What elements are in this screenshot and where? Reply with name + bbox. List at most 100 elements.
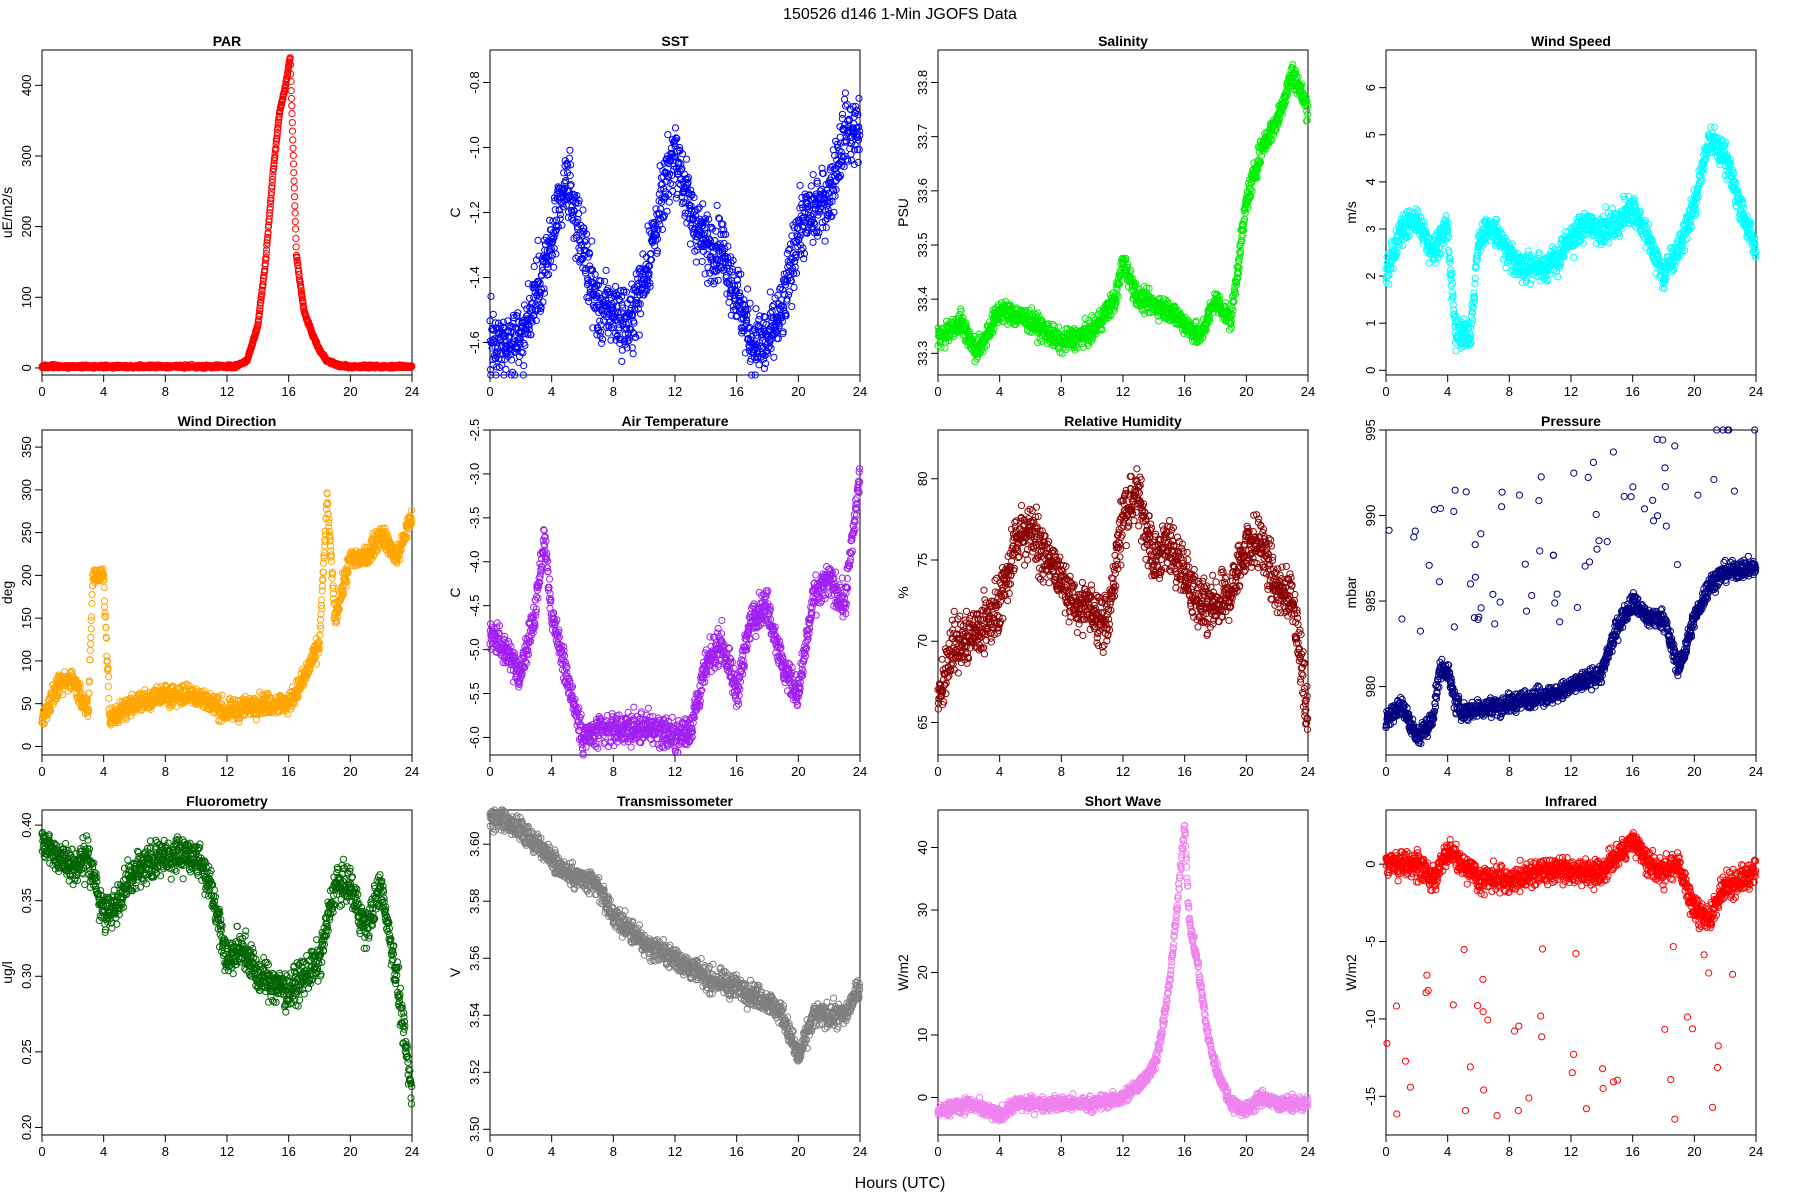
y-tick-label: 33.3 [915,341,930,366]
y-tick-label: -0.8 [467,71,482,93]
data-point [683,155,691,163]
x-tick-label: 0 [934,384,941,399]
data-point [714,276,722,284]
data-point [487,292,495,300]
figure-x-axis-label: Hours (UTC) [855,1175,946,1192]
data-point [287,70,295,78]
y-axis-label: uE/m2/s [0,187,15,238]
data-point [704,263,712,271]
data-point [290,177,298,185]
data-point [298,294,306,302]
data-point [530,262,538,271]
x-tick-label: 12 [1116,384,1130,399]
data-point [295,267,303,275]
data-point [263,246,271,254]
y-tick-label: 0 [1363,367,1378,374]
y-tick-label: 400 [19,74,34,96]
data-points-salinity [934,61,1312,366]
data-point [520,362,528,370]
data-point [263,241,271,249]
data-point [841,89,850,97]
data-point [269,172,277,180]
data-point [752,305,760,313]
panel-title: Wind Speed [1531,33,1611,49]
data-point [291,193,299,201]
x-tick-label: 4 [548,384,555,399]
data-point [306,321,314,329]
data-point [266,199,274,207]
y-axis-label: PSU [895,198,911,227]
x-tick-label: 4 [996,384,1003,399]
data-point [262,253,270,261]
x-tick-label: 24 [853,384,867,399]
data-point [271,153,279,161]
y-tick-label: -1.2 [467,201,482,223]
data-point [290,169,298,177]
data-point [267,191,275,199]
x-tick-label: 4 [100,384,107,399]
data-point [498,361,506,369]
data-point [288,127,297,135]
data-point [604,329,612,337]
y-tick-label: 33.6 [915,178,930,203]
y-tick-label: 300 [19,145,34,167]
data-point [269,164,278,173]
data-point [770,353,778,361]
data-point [632,333,640,341]
data-point [289,160,298,168]
x-tick-label: 20 [791,384,805,399]
y-axis-label: C [447,207,463,217]
data-point [671,124,680,132]
data-point [292,243,300,251]
data-point [291,209,299,217]
y-tick-label: -1.6 [467,331,482,353]
data-point [566,146,574,154]
data-point [288,119,296,127]
data-point [292,225,300,233]
x-tick-label: 4 [1444,384,1451,399]
y-tick-label: 6 [1363,84,1378,91]
data-point [692,258,700,266]
data-point [686,240,695,248]
y-tick-label: 33.5 [915,232,930,257]
data-point [274,121,282,129]
data-point [263,239,271,247]
x-tick-label: 20 [1687,384,1701,399]
data-point [822,224,830,232]
data-point [665,198,673,206]
x-tick-label: 24 [405,384,419,399]
x-tick-label: 20 [1239,384,1253,399]
data-point [788,303,796,311]
y-tick-label: 100 [19,286,34,308]
data-point [272,144,280,152]
data-point [602,266,610,274]
data-point [287,87,295,95]
y-tick-label: 2 [1363,272,1378,279]
data-points-par [38,54,416,372]
data-point [855,94,863,102]
data-point [264,228,272,236]
panel-title: PAR [213,33,242,49]
data-point [273,129,281,137]
panel-title: SST [661,33,689,49]
data-point [699,200,707,208]
data-point [287,77,295,86]
plot-frame [1385,49,1757,376]
data-point [489,310,497,318]
data-point [534,236,542,244]
data-point [809,171,817,179]
data-point [790,283,798,291]
data-point [258,290,266,298]
data-point [492,371,500,379]
y-tick-label: 0 [19,364,34,371]
data-point [821,237,829,245]
data-point [807,182,815,190]
data-point [501,332,509,341]
data-point [490,338,498,346]
data-point [487,371,495,379]
data-point [279,95,287,104]
plot-frame [489,49,861,376]
